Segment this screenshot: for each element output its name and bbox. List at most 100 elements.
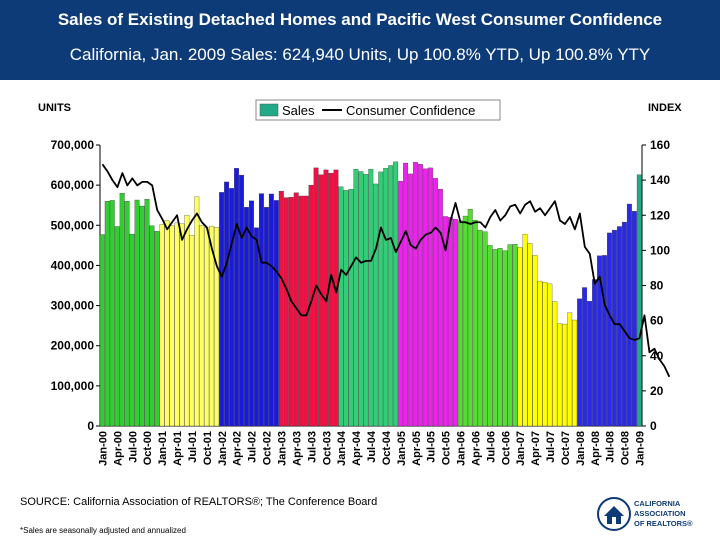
sales-bar [636, 174, 642, 427]
sales-bar [313, 167, 319, 427]
logo-line: ASSOCIATION [634, 509, 686, 518]
sales-bar [487, 245, 493, 427]
sales-bar [199, 225, 205, 427]
sales-bar [134, 199, 140, 427]
x-tick-label: Jan-02 [217, 431, 229, 466]
sales-bar [239, 174, 244, 427]
x-tick-label: Jul-05 [426, 431, 438, 463]
sales-bar [144, 199, 150, 427]
sales-bar [542, 282, 548, 427]
right-tick-label: 60 [650, 314, 664, 328]
sales-bar [626, 203, 632, 427]
sales-bar [462, 215, 468, 427]
right-tick-label: 100 [650, 243, 670, 257]
sales-bar [129, 233, 135, 427]
x-tick-label: Apr-08 [590, 431, 602, 466]
sales-bar [114, 226, 120, 427]
sales-bar [298, 195, 304, 427]
sales-bar [333, 169, 339, 427]
x-tick-label: Jan-05 [396, 431, 408, 466]
left-tick-label: 0 [87, 419, 94, 433]
sales-bar [607, 232, 612, 427]
x-tick-label: Oct-01 [202, 431, 214, 465]
x-tick-label: Jul-06 [485, 431, 497, 463]
sales-bar [234, 168, 239, 427]
sales-bar [398, 180, 404, 427]
sales-bar [184, 215, 190, 427]
sales-bar [472, 219, 478, 427]
sales-bar [452, 219, 458, 427]
right-tick-label: 0 [650, 419, 657, 433]
left-tick-label: 400,000 [51, 258, 95, 272]
x-tick-label: Apr-00 [112, 431, 124, 466]
sales-bar [149, 225, 155, 427]
x-tick-label: Jul-03 [306, 431, 318, 463]
x-tick-label: Oct-07 [560, 431, 572, 465]
sales-bar [517, 247, 523, 427]
x-tick-label: Jan-09 [635, 431, 647, 466]
x-tick-label: Jan-04 [336, 430, 348, 466]
right-tick-label: 20 [650, 384, 664, 398]
sales-bar [139, 205, 145, 427]
sales-bar [547, 283, 553, 427]
sales-bar [104, 201, 110, 427]
sales-bar [552, 301, 558, 427]
sales-bar [492, 249, 498, 427]
sales-bar [278, 191, 284, 427]
sales-bar [522, 233, 528, 427]
sales-bar [562, 323, 568, 427]
x-tick-label: Apr-01 [172, 431, 184, 466]
sales-bar [467, 209, 473, 427]
x-tick-label: Jul-01 [187, 431, 199, 463]
sales-bar [502, 250, 508, 427]
x-tick-label: Apr-02 [232, 431, 244, 466]
sales-bar [577, 298, 583, 427]
car-logo: CALIFORNIA ASSOCIATION OF REALTORS® [596, 494, 716, 536]
chart-title: Sales of Existing Detached Homes and Pac… [57, 10, 663, 29]
left-axis-label: UNITS [38, 102, 71, 114]
sales-bar [154, 231, 160, 427]
sales-bar [497, 248, 503, 427]
sales-bar [268, 193, 274, 427]
sales-bar [288, 197, 294, 427]
x-tick-label: Jan-01 [157, 431, 169, 466]
sales-bar [353, 168, 359, 427]
right-tick-label: 140 [650, 173, 670, 187]
x-tick-label: Jul-00 [127, 431, 139, 463]
sales-bar [477, 229, 483, 427]
right-tick-label: 120 [650, 208, 670, 222]
sales-bar [537, 280, 543, 427]
confidence-line [101, 163, 671, 378]
sales-bar [447, 217, 453, 427]
x-tick-label: Apr-03 [291, 431, 303, 466]
header-banner: Sales of Existing Detached Homes and Pac… [0, 0, 720, 80]
sales-bar [557, 323, 563, 427]
combo-chart: Sales Consumer Confidence UNITS INDEX 0 1… [38, 99, 682, 466]
sales-bar [532, 255, 538, 427]
sales-bar [343, 190, 349, 427]
sales-bar [219, 192, 225, 427]
house-logo-icon [597, 497, 631, 531]
x-tick-label: Jul-08 [605, 431, 617, 463]
logo-text: CALIFORNIA ASSOCIATION OF REALTORS® [634, 499, 718, 529]
sales-bar [592, 279, 598, 427]
x-tick-label: Apr-06 [470, 431, 482, 466]
sales-bar [433, 178, 438, 427]
legend-sales-label: Sales [282, 103, 315, 118]
left-tick-label: 200,000 [51, 339, 95, 353]
x-tick-label: Oct-03 [321, 431, 333, 465]
sales-bar [368, 168, 374, 427]
sales-bar [214, 227, 220, 427]
x-tick-label: Jan-00 [97, 431, 109, 466]
sales-bar [621, 221, 627, 427]
x-tick-label: Jul-04 [366, 430, 378, 463]
x-tick-label: Jan-08 [575, 431, 587, 466]
sales-bar [328, 172, 334, 427]
legend-confidence-label: Consumer Confidence [346, 103, 475, 118]
sales-bar [99, 234, 105, 427]
sales-bar [457, 220, 463, 427]
sales-bar [283, 197, 289, 427]
sales-bar [263, 207, 269, 427]
sales-bar [423, 168, 428, 427]
legend-sales-swatch [259, 103, 279, 117]
